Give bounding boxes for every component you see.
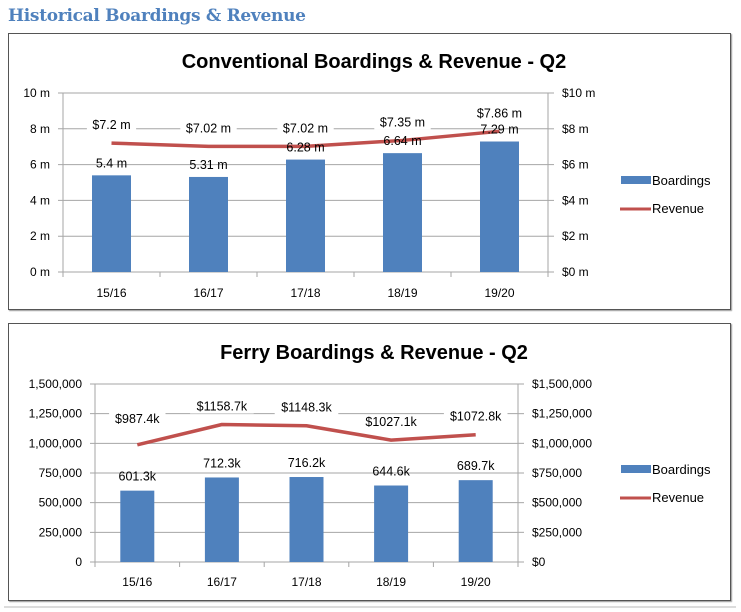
ferry-boardings-data-label: 716.2k	[288, 456, 326, 470]
conventional-boardings-data-label: 7.29 m	[480, 123, 518, 137]
conventional-revenue-label-bg	[180, 121, 237, 136]
bottom-divider	[4, 606, 736, 608]
conventional-category-label: 15/16	[96, 286, 126, 300]
conventional-right-tick-label: $10 m	[562, 86, 595, 100]
conventional-revenue-label-bg	[86, 118, 137, 133]
conventional-revenue-label-bg	[471, 106, 528, 121]
ferry-left-tick-label: 750,000	[39, 466, 83, 480]
ferry-revenue-data-label: $1158.7k	[197, 400, 248, 414]
conventional-legend-boardings-swatch	[621, 176, 651, 184]
ferry-left-tick-label: 500,000	[39, 496, 83, 510]
conventional-revenue-data-label: $7.02 m	[186, 121, 231, 135]
ferry-left-tick-label: 1,500,000	[29, 377, 83, 391]
conventional-revenue-label-bg	[374, 115, 431, 130]
ferry-right-tick-label: $0	[532, 555, 546, 569]
ferry-legend-boardings-label: Boardings	[652, 462, 711, 477]
conventional-left-tick-label: 6 m	[30, 158, 50, 172]
ferry-category-label: 19/20	[461, 575, 491, 589]
ferry-revenue-label-bg	[443, 409, 508, 424]
ferry-category-label: 17/18	[291, 575, 321, 589]
conventional-boardings-data-label: 5.31 m	[189, 158, 227, 172]
ferry-revenue-data-label: $1148.3k	[281, 401, 332, 415]
conventional-revenue-data-label: $7.2 m	[92, 118, 130, 132]
ferry-category-label: 18/19	[376, 575, 406, 589]
ferry-left-tick-label: 0	[75, 555, 82, 569]
conventional-category-label: 16/17	[193, 286, 223, 300]
ferry-revenue-data-label: $987.4k	[115, 412, 160, 426]
conventional-right-tick-label: $8 m	[562, 122, 589, 136]
ferry-legend-boardings-swatch	[621, 465, 651, 473]
conventional-left-tick-label: 10 m	[23, 86, 50, 100]
conventional-revenue-label-bg	[277, 121, 334, 136]
conventional-bar-15-16	[92, 175, 131, 272]
conventional-revenue-line	[111, 129, 500, 149]
conventional-boardings-data-label: 6.28 m	[286, 141, 324, 155]
conventional-category-label: 18/19	[387, 286, 417, 300]
ferry-bar-17-18	[289, 477, 324, 562]
ferry-right-tick-label: $1,250,000	[532, 407, 592, 421]
conventional-bar-16-17	[189, 176, 228, 272]
ferry-right-tick-label: $1,000,000	[532, 436, 592, 450]
conventional-legend-revenue-label: Revenue	[652, 201, 704, 216]
ferry-revenue-data-label: $1027.1k	[365, 415, 417, 429]
ferry-boardings-data-label: 644.6k	[372, 465, 410, 479]
conventional-boardings-data-label: 6.64 m	[383, 134, 421, 148]
conventional-category-label: 17/18	[290, 286, 320, 300]
conventional-revenue-data-label: $7.02 m	[283, 121, 328, 135]
ferry-boardings-data-label: 601.3k	[119, 470, 157, 484]
conventional-category-label: 19/20	[484, 286, 514, 300]
ferry-left-tick-label: 1,000,000	[29, 436, 83, 450]
conventional-left-tick-label: 0 m	[30, 265, 50, 279]
conventional-bar-19-20	[480, 141, 519, 272]
conventional-left-tick-label: 8 m	[30, 122, 50, 136]
ferry-right-tick-label: $250,000	[532, 525, 582, 539]
conventional-right-tick-label: $0 m	[562, 265, 589, 279]
ferry-bar-18-19	[374, 485, 409, 562]
page-heading: Historical Boardings & Revenue	[8, 6, 306, 26]
ferry-left-tick-label: 250,000	[39, 525, 83, 539]
ferry-revenue-line	[136, 422, 476, 447]
conventional-bar-18-19	[383, 153, 422, 272]
conventional-boardings-data-label: 5.4 m	[96, 156, 127, 170]
ferry-boardings-data-label: 689.7k	[457, 459, 495, 473]
ferry-bar-19-20	[458, 480, 493, 562]
ferry-revenue-label-bg	[359, 415, 423, 430]
ferry-revenue-data-label: $1072.8k	[450, 410, 502, 424]
ferry-chart-title: Ferry Boardings & Revenue - Q2	[220, 342, 528, 364]
conventional-right-tick-label: $2 m	[562, 229, 589, 243]
conventional-right-tick-label: $6 m	[562, 158, 589, 172]
conventional-left-tick-label: 2 m	[30, 229, 50, 243]
ferry-left-tick-label: 1,250,000	[29, 407, 83, 421]
ferry-bar-16-17	[204, 477, 239, 562]
ferry-right-tick-label: $500,000	[532, 496, 582, 510]
ferry-legend-revenue-label: Revenue	[652, 490, 704, 505]
ferry-category-label: 16/17	[207, 575, 237, 589]
ferry-category-label: 15/16	[122, 575, 152, 589]
ferry-bar-15-16	[120, 490, 155, 562]
ferry-right-tick-label: $1,500,000	[532, 377, 592, 391]
conventional-right-tick-label: $4 m	[562, 193, 589, 207]
ferry-boardings-data-label: 712.3k	[203, 456, 241, 470]
conventional-chart-title: Conventional Boardings & Revenue - Q2	[182, 51, 567, 73]
ferry-revenue-label-bg	[109, 411, 166, 426]
conventional-bar-17-18	[286, 159, 325, 272]
ferry-right-tick-label: $750,000	[532, 466, 582, 480]
conventional-legend-boardings-label: Boardings	[652, 173, 711, 188]
ferry-revenue-label-bg	[274, 400, 339, 415]
conventional-left-tick-label: 4 m	[30, 193, 50, 207]
conventional-revenue-data-label: $7.35 m	[380, 115, 425, 129]
conventional-revenue-data-label: $7.86 m	[477, 106, 522, 120]
ferry-revenue-label-bg	[190, 399, 254, 414]
